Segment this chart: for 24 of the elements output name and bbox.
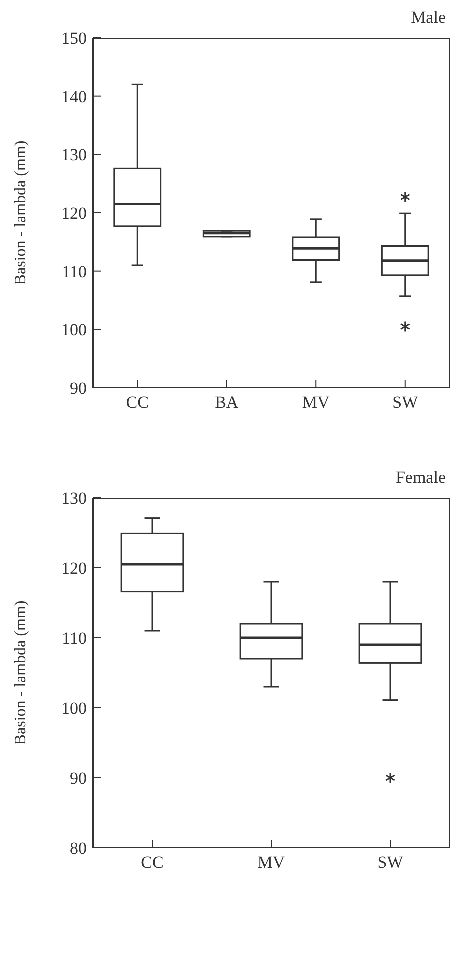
y-axis-title: Basion - lambda (mm) <box>12 600 30 746</box>
x-tick-label: SW <box>378 853 404 872</box>
chart-title: Male <box>410 8 447 28</box>
y-tick-label: 120 <box>62 559 87 578</box>
y-tick-label: 100 <box>62 699 87 718</box>
y-tick-label: 130 <box>62 489 87 508</box>
y-axis-title: Basion - lambda (mm) <box>12 140 30 286</box>
x-tick-label: SW <box>392 393 420 412</box>
x-tick-label: MV <box>302 393 331 412</box>
y-tick-label: 80 <box>70 839 87 858</box>
y-tick-label: 140 <box>62 87 87 106</box>
y-tick-label: 90 <box>70 379 87 398</box>
y-tick-label: 110 <box>62 629 87 648</box>
x-tick-label: MV <box>258 853 286 872</box>
y-tick-label: 120 <box>62 204 87 224</box>
y-tick-label: 90 <box>70 769 87 788</box>
y-tick-label: 100 <box>62 320 87 340</box>
y-tick-label: 110 <box>62 262 87 282</box>
y-tick-label: 130 <box>62 146 87 165</box>
x-tick-label: CC <box>126 393 149 412</box>
chart-title: Female <box>394 468 447 488</box>
x-tick-label: CC <box>141 853 164 872</box>
y-tick-label: 150 <box>62 29 87 48</box>
x-tick-label: BA <box>215 393 240 412</box>
